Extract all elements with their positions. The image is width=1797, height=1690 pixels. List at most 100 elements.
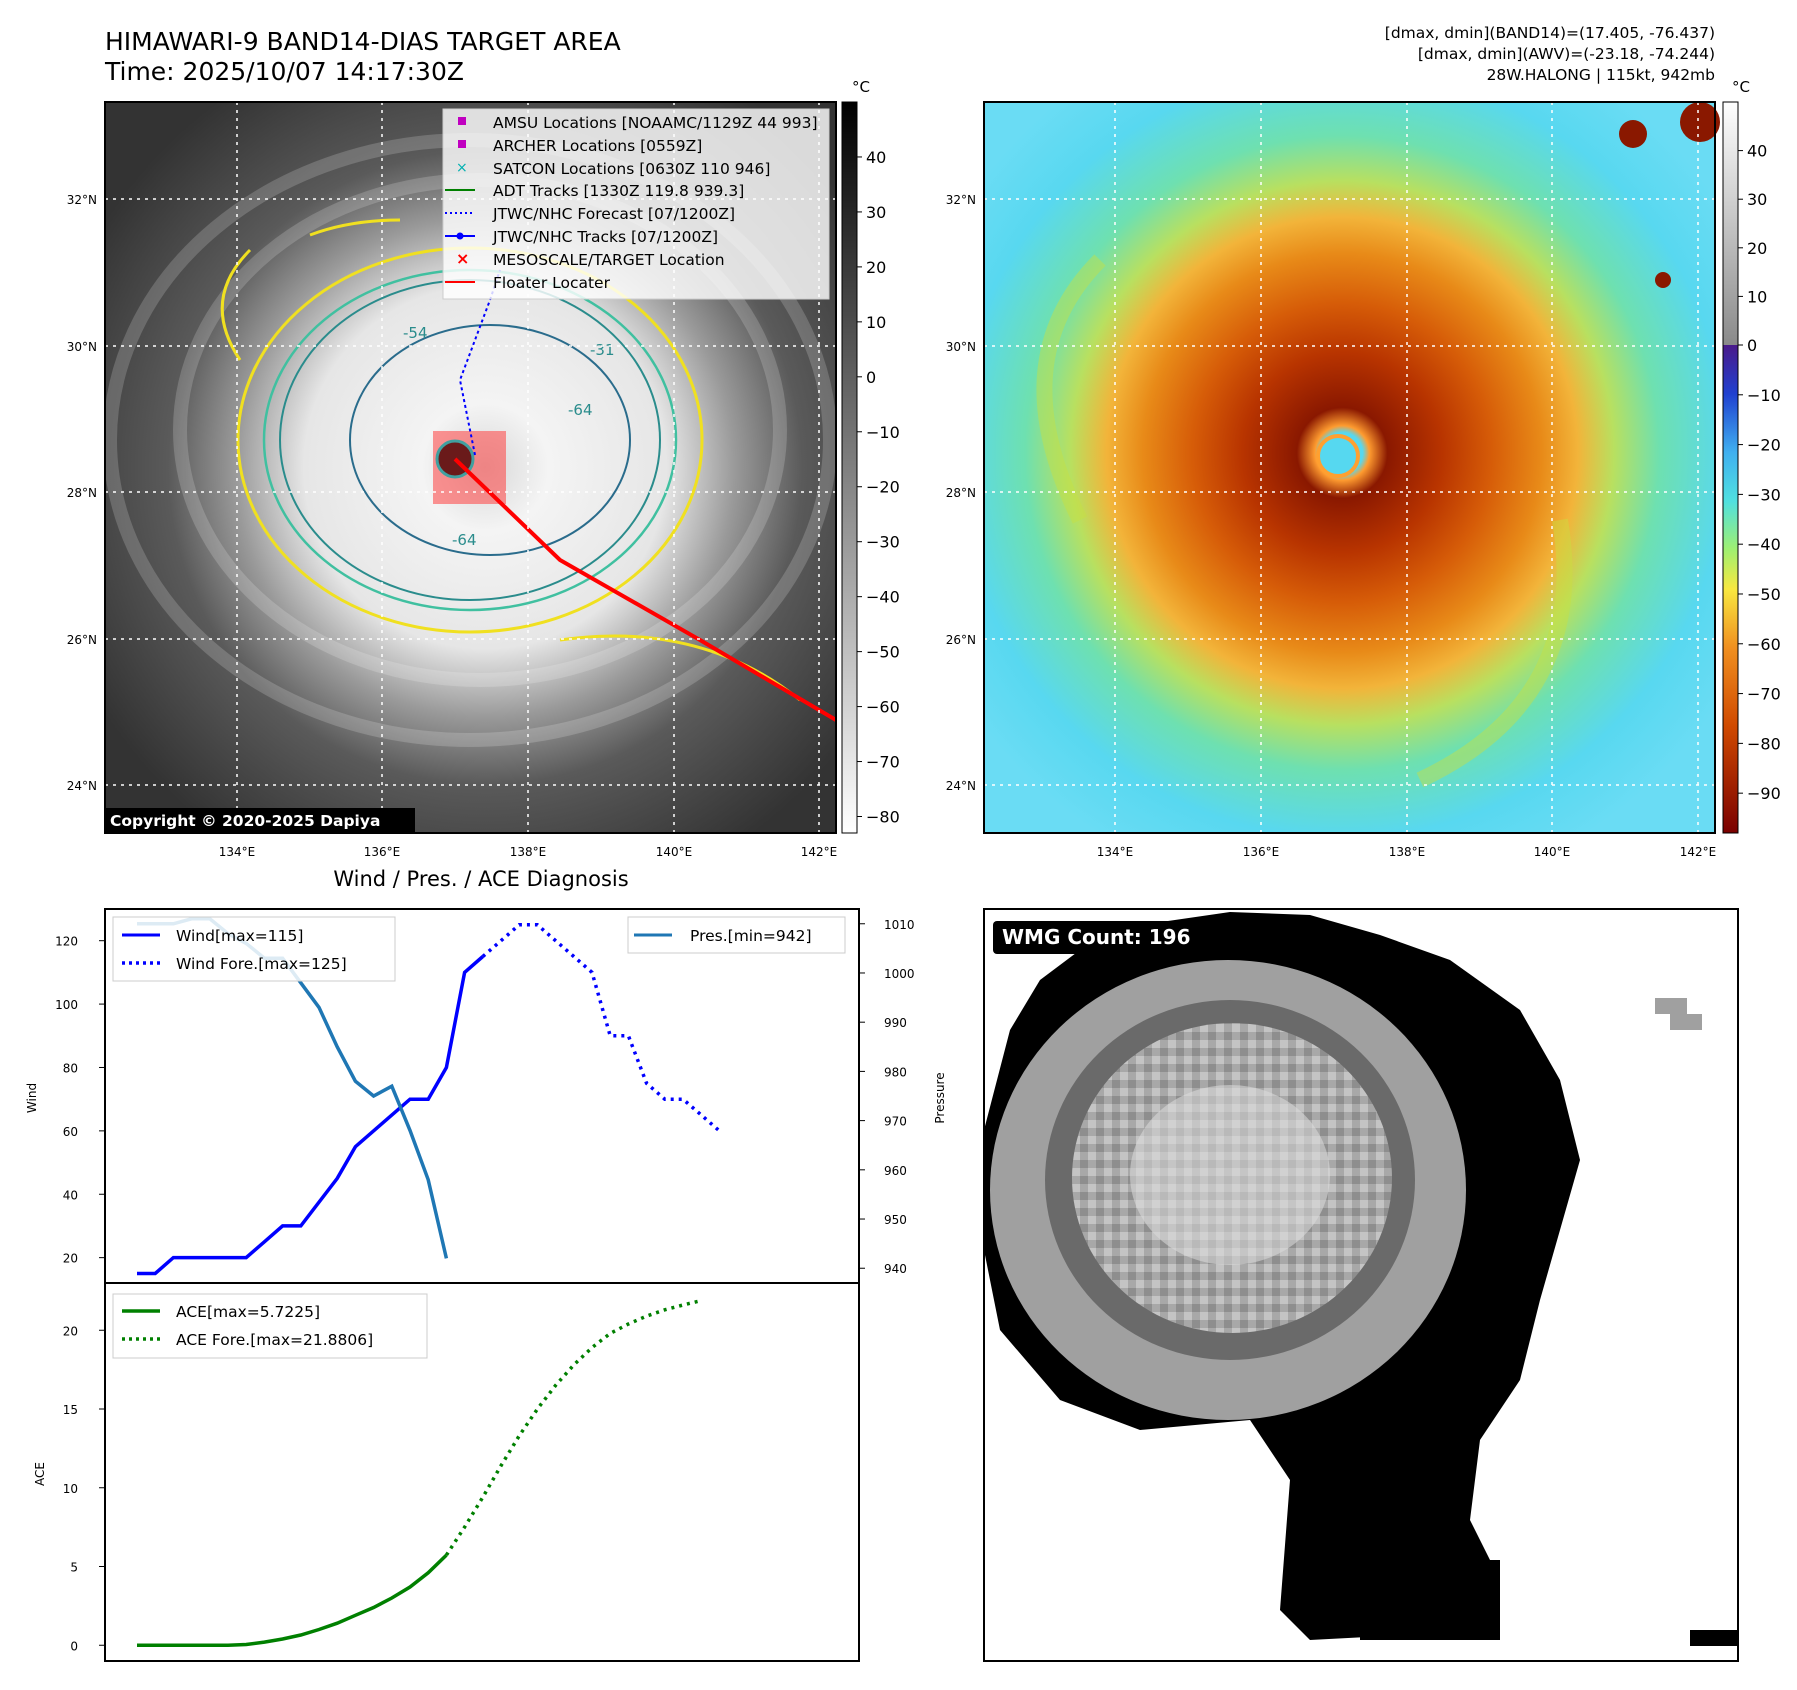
lon-tick-label: 136°E (1243, 845, 1280, 859)
color-colorbar: °C 40 30 20 10 0 −10 −20 −30 −40 −50 −60 −70 −80 −90 (1722, 78, 1781, 834)
lat-tick-label: 24°N (67, 779, 97, 793)
y-right-tick-label: 950 (884, 1213, 907, 1227)
lon-tick-label: 142°E (1680, 845, 1717, 859)
colorbar-tick-label: −10 (1747, 386, 1781, 405)
colorbar-tick-label: 0 (1747, 336, 1757, 355)
lat-tick-label: 26°N (946, 633, 976, 647)
legend-label: SATCON Locations [0630Z 110 946] (493, 160, 770, 178)
series-line (137, 1553, 448, 1648)
contour-label: -64 (452, 531, 477, 549)
colorbar-tick-label: 10 (1747, 287, 1767, 306)
colorbar-tick-label: 10 (866, 313, 886, 332)
map-title-line2: Time: 2025/10/07 14:17:30Z (104, 57, 464, 86)
legend-label: Wind[max=115] (176, 927, 303, 945)
map-legend: AMSU Locations [NOAAMC/1129Z 44 993] ARC… (442, 108, 830, 300)
stats-line3: 28W.HALONG | 115kt, 942mb (1487, 66, 1715, 84)
lat-tick-label: 32°N (67, 193, 97, 207)
lon-tick-label: 142°E (801, 845, 838, 859)
colorbar-tick-label: 0 (866, 368, 876, 387)
lon-tick-label: 134°E (219, 845, 256, 859)
legend-label: JTWC/NHC Forecast [07/1200Z] (492, 205, 735, 223)
copyright-text: Copyright © 2020-2025 Dapiya (110, 812, 380, 830)
colorbar-tick-label: −30 (866, 533, 900, 552)
y-tick-label: 15 (63, 1403, 78, 1417)
y-tick-label: 40 (63, 1188, 78, 1202)
y-right-tick-label: 940 (884, 1262, 907, 1276)
colorbar-tick-label: −50 (1747, 585, 1781, 604)
colorbar-tick-label: 40 (866, 148, 886, 167)
series-line (444, 1298, 702, 1557)
colorbar-tick-label: −40 (1747, 535, 1781, 554)
legend-label: ACE Fore.[max=21.8806] (176, 1331, 373, 1349)
colorbar-tick-label: 30 (1747, 190, 1767, 209)
lat-tick-label: 30°N (67, 340, 97, 354)
lat-tick-label: 32°N (946, 193, 976, 207)
colorbar-tick-label: −20 (866, 478, 900, 497)
grayscale-colorbar: °C 40 30 20 10 0 −10 −20 −30 −40 −50 −60 −70 −80 (841, 78, 900, 834)
wind-axis-label: Wind (25, 1083, 39, 1113)
lat-tick-label: 28°N (946, 486, 976, 500)
lat-tick-label: 28°N (67, 486, 97, 500)
svg-text:×: × (456, 160, 468, 176)
y-right-tick-label: 990 (884, 1016, 907, 1030)
legend-label: JTWC/NHC Tracks [07/1200Z] (492, 228, 718, 246)
forecast-track-line (458, 269, 501, 456)
lon-tick-label: 138°E (1389, 845, 1426, 859)
wind-pres-legend-left: Wind[max=115] Wind Fore.[max=125] (112, 916, 396, 982)
stats-line1: [dmax, dmin](BAND14)=(17.405, -76.437) (1385, 24, 1715, 42)
lat-tick-label: 24°N (946, 779, 976, 793)
colorbar-tick-label: −30 (1747, 485, 1781, 504)
map-gridlines (984, 102, 1715, 833)
diagnosis-chart-title: Wind / Pres. / ACE Diagnosis (333, 867, 628, 891)
colorbar-tick-label: 40 (1747, 142, 1767, 161)
y-right-tick-label: 1010 (884, 918, 915, 932)
y-tick-label: 80 (63, 1061, 78, 1075)
y-right-tick-label: 1000 (884, 967, 915, 981)
y-right-tick-label: 960 (884, 1164, 907, 1178)
colorbar-tick-label: −80 (866, 808, 900, 827)
y-tick-label: 5 (70, 1561, 78, 1575)
legend-label: Pres.[min=942] (690, 927, 812, 945)
legend-label: ARCHER Locations [0559Z] (493, 137, 702, 155)
y-tick-label: 100 (55, 998, 78, 1012)
wind-pres-legend-right: Pres.[min=942] (627, 916, 846, 954)
colorbar-tick-label: −60 (866, 698, 900, 717)
wmg-panel: WMG Count: 196 (983, 908, 1739, 1662)
colorbar-tick-label: −70 (1747, 685, 1781, 704)
colorbar-tick-label: −80 (1747, 734, 1781, 753)
wmg-count-text: WMG Count: 196 (1002, 925, 1191, 949)
contour-label: -64 (568, 401, 593, 419)
y-tick-label: 20 (63, 1324, 78, 1338)
lon-tick-label: 140°E (1534, 845, 1571, 859)
lon-tick-label: 138°E (510, 845, 547, 859)
legend-label: ADT Tracks [1330Z 119.8 939.3] (493, 182, 744, 200)
contour-label: -54 (403, 324, 428, 342)
legend-label: AMSU Locations [NOAAMC/1129Z 44 993] (493, 114, 818, 132)
contour-label: -31 (590, 341, 615, 359)
lat-tick-label: 30°N (946, 340, 976, 354)
stats-line2: [dmax, dmin](AWV)=(-23.18, -74.244) (1418, 45, 1715, 63)
colorbar-tick-label: −60 (1747, 635, 1781, 654)
wmg-count-badge (993, 921, 1203, 954)
colorbar-unit: °C (852, 78, 870, 96)
colorbar-tick-label: −70 (866, 753, 900, 772)
colorbar-tick-label: −50 (866, 643, 900, 662)
copyright-badge (105, 808, 415, 832)
legend-label: MESOSCALE/TARGET Location (493, 251, 725, 269)
ace-legend: ACE[max=5.7225] ACE Fore.[max=21.8806] (112, 1293, 428, 1359)
grayscale-satellite-map: -54 -31 -64 -64 AMSU Locations [NOAAMC/1… (103, 101, 838, 834)
y-tick-label: 10 (63, 1482, 78, 1496)
y-tick-label: 60 (63, 1125, 78, 1139)
colorbar-tick-label: −40 (866, 588, 900, 607)
colorbar-tick-label: −10 (866, 423, 900, 442)
ace-axis-label: ACE (33, 1462, 47, 1486)
y-tick-label: 0 (70, 1639, 78, 1653)
colorbar-unit: °C (1732, 78, 1750, 96)
lon-tick-label: 134°E (1097, 845, 1134, 859)
legend-label: Wind Fore.[max=125] (176, 955, 347, 973)
contour-labels: -54 -31 -64 -64 (403, 324, 615, 549)
lat-tick-label: 26°N (67, 633, 97, 647)
series-line (137, 955, 484, 1276)
legend-label: Floater Locater (493, 274, 611, 292)
